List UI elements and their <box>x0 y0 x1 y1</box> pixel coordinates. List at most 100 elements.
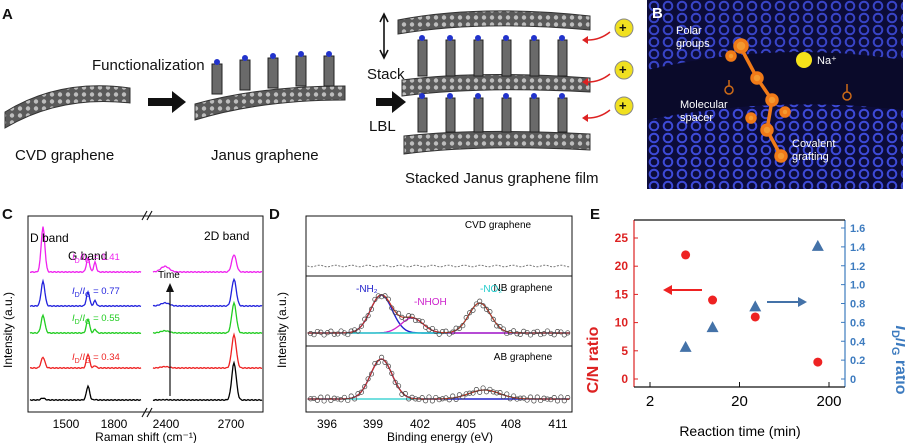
xps-xlabel: Binding energy (eV) <box>387 430 493 443</box>
xps-ab-point <box>527 394 534 400</box>
xps-nb-point <box>429 325 435 332</box>
xps-curves <box>307 264 571 404</box>
xps-ab-point <box>538 397 544 404</box>
raman-xtick-1500: 1500 <box>53 417 80 431</box>
raman-curves <box>29 226 263 402</box>
xps-ab-point <box>490 389 496 395</box>
xps-nb-point <box>565 330 571 336</box>
stack-label: Stack <box>367 66 405 83</box>
xps-nb-point <box>372 296 378 302</box>
xps-ab-point <box>392 379 398 385</box>
left-ticks: 0 5 10 15 20 25 <box>615 231 638 386</box>
xps-nb-point <box>379 294 385 300</box>
right-tick-label: 0.4 <box>850 336 866 348</box>
xps-nb-point <box>368 306 375 312</box>
xps-nb-point <box>490 316 496 322</box>
xps-ab-point <box>467 390 473 396</box>
xps-ab-point <box>402 391 408 397</box>
xps-ab-point <box>335 396 341 402</box>
xps-nb-point <box>392 309 398 315</box>
ratio-label-3: ID/IG = 0.55 <box>72 313 120 326</box>
panel-b-graphene-network <box>647 0 903 189</box>
xps-nb-point <box>365 313 371 319</box>
xps-ab-point <box>480 385 486 391</box>
janus-amine-groups <box>214 51 332 65</box>
subplot-title-nb: NB graphene <box>494 283 553 294</box>
xps-ab-point <box>487 386 493 392</box>
xps-ab-point <box>308 396 314 402</box>
raman-xlabel: Raman shift (cm⁻¹) <box>95 430 197 443</box>
x-tick-label: 200 <box>816 393 841 410</box>
spacer-line-1: Molecular <box>680 99 728 111</box>
d-band-label: D band <box>30 231 69 245</box>
xps-nb-point <box>554 329 561 335</box>
panel-a-letter: A <box>2 6 13 23</box>
plus-sign-2: + <box>619 62 627 77</box>
xps-nb-point <box>331 331 337 337</box>
stack-double-arrow <box>379 12 389 60</box>
xps-ab-point <box>534 394 540 400</box>
xps-nb-point <box>500 326 506 332</box>
xps-nb-point <box>311 332 317 338</box>
stacked-film <box>397 10 591 155</box>
xps-ab-point <box>426 394 432 400</box>
x-tick-label: 2 <box>646 393 654 410</box>
idig-point <box>749 300 762 312</box>
xps-ab-point <box>379 354 385 360</box>
xps-ab-point <box>419 395 425 401</box>
xps-xtick-411: 411 <box>548 417 567 431</box>
raman-series-0 <box>30 226 262 274</box>
xps-ab-point <box>324 394 331 400</box>
xps-nb-point <box>436 331 442 337</box>
left-tick-label: 5 <box>621 344 628 358</box>
xps-nb-point <box>443 328 449 334</box>
xps-nb-point <box>473 301 479 307</box>
cn-ylabel: C/N ratio <box>585 326 602 393</box>
raman-xtick-1800: 1800 <box>101 417 128 431</box>
xps-nb-point <box>406 313 412 319</box>
plus-ions <box>614 18 634 116</box>
xps-nb-point <box>544 328 550 334</box>
2d-band-label: 2D band <box>204 229 249 243</box>
xps-ab-point <box>314 397 320 403</box>
ratio-label-1: ID/IG = 1.41 <box>72 252 120 265</box>
xps-nb-point <box>348 328 354 334</box>
xps-xtick-399: 399 <box>363 417 383 431</box>
xps-nb-point <box>527 332 534 338</box>
right-tick-label: 0.6 <box>850 317 865 329</box>
xps-ab-point <box>453 396 459 402</box>
idig-ylabel: ID/IG ratio <box>889 326 905 395</box>
xps-nb-point <box>538 332 544 338</box>
right-tick-label: 1.0 <box>850 280 865 292</box>
xps-nb-point <box>423 324 429 330</box>
xps-nb-point <box>375 293 381 299</box>
xps-nb-point <box>531 329 537 335</box>
xps-nb-point <box>521 328 527 334</box>
xps-nb-point <box>463 315 469 321</box>
xps-chart: Intensity (a.u.) CVD graphene NB graphen… <box>275 215 573 443</box>
right-tick-label: 1.6 <box>850 223 865 235</box>
xps-nb-point <box>409 313 415 319</box>
raman-xtick-2700: 2700 <box>218 417 245 431</box>
ion-arrows <box>587 31 611 119</box>
xps-nb-nhoh <box>307 317 570 334</box>
ratio-labels: ID/IG = 1.41 ID/IG = 0.77 ID/IG = 0.55 I… <box>72 252 120 365</box>
xps-ab-point <box>355 391 361 397</box>
sodium-ion <box>796 52 812 68</box>
ratio-label-2: ID/IG = 0.77 <box>72 286 120 299</box>
xps-ab-point <box>500 394 506 400</box>
xps-ab-point <box>494 390 500 396</box>
left-tick-label: 0 <box>621 372 628 386</box>
raman-break-marks <box>141 210 153 418</box>
g-band-label: G band <box>68 249 107 263</box>
xps-nb-point <box>517 331 523 337</box>
xps-nb-point <box>456 325 462 331</box>
janus-graphene-sheet <box>194 85 346 121</box>
small-molecule-right <box>842 84 852 101</box>
functionalization-label: Functionalization <box>92 57 205 74</box>
xps-nb-point <box>477 298 483 304</box>
xps-ab-point <box>463 391 469 397</box>
plus-sign-1: + <box>619 20 627 35</box>
left-tick-label: 20 <box>615 259 629 273</box>
stacked-film-caption: Stacked Janus graphene film <box>405 170 599 187</box>
